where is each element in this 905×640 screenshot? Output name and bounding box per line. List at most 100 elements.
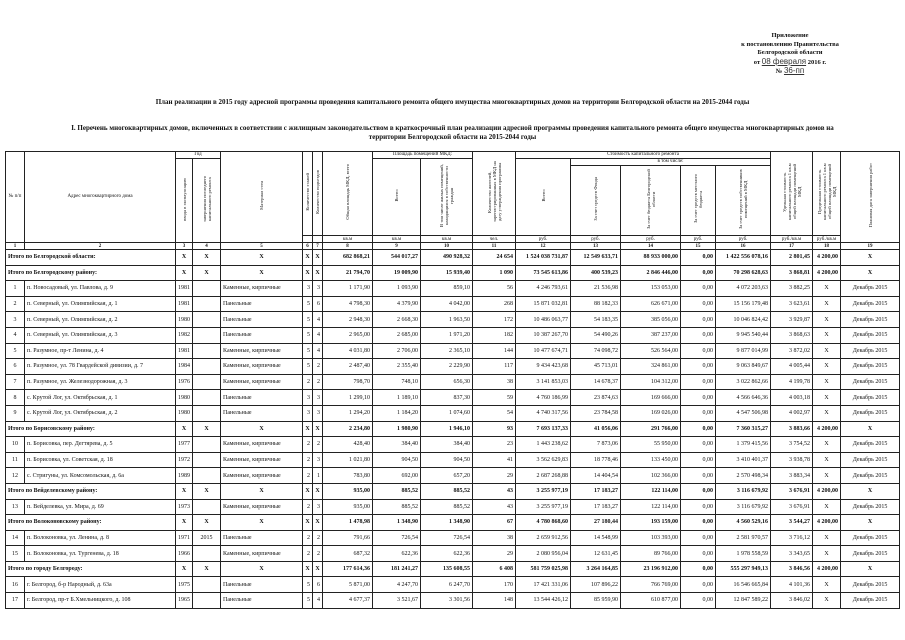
cell: 2 687 268,88 bbox=[515, 467, 572, 484]
cell: 4 760 186,99 bbox=[515, 389, 572, 406]
cell: 1 478,98 bbox=[322, 514, 374, 531]
cell: 0,00 bbox=[680, 420, 717, 438]
address-cell: п. Волоконовка, ул. Ленина, д. 8 bbox=[24, 529, 176, 547]
cell: 133 450,00 bbox=[620, 451, 682, 469]
cell: Декабрь 2015 bbox=[840, 280, 901, 297]
cell: 3 bbox=[302, 280, 314, 297]
column-number: 10 bbox=[420, 242, 474, 250]
cell: 0,00 bbox=[680, 295, 717, 313]
cell bbox=[191, 342, 222, 360]
cell: 10 486 063,77 bbox=[515, 311, 572, 328]
unit-cell: руб./кв.м bbox=[770, 235, 814, 243]
column-numbers-row: 1 2 3 4 5 6 7 8 9 10 11 12 13 14 15 16 17 18 19 bbox=[5, 242, 901, 250]
table-row: 11 п. Борисовка, ул. Советская, д. 18 1972… bbox=[5, 451, 901, 469]
cell: X bbox=[812, 358, 842, 375]
cell: 291 766,00 bbox=[620, 420, 682, 438]
unit-cell: руб. bbox=[620, 235, 682, 243]
cell: 4 200,00 bbox=[812, 482, 842, 500]
section-title: I. Перечень многоквартирных домов, включ… bbox=[71, 124, 834, 141]
address-cell: п. Разумное, ул. 78 Гвардейской дивизии,… bbox=[24, 358, 176, 375]
cell: 177 614,36 bbox=[322, 560, 374, 578]
cell: 73 545 613,86 bbox=[515, 264, 572, 282]
cell: 117 bbox=[472, 358, 517, 375]
cell: X bbox=[812, 498, 842, 516]
cell: 5 bbox=[302, 295, 314, 313]
column-number: 13 bbox=[570, 242, 622, 250]
cell: Каменные, кирпичные bbox=[220, 280, 304, 297]
cell: 3 868,63 bbox=[770, 326, 814, 344]
cell: 1 171,90 bbox=[322, 280, 374, 297]
cell: 0,00 bbox=[680, 514, 717, 531]
cell: 5 bbox=[302, 326, 314, 344]
header-address: Адрес многоквартирного дома bbox=[24, 151, 176, 243]
cell: 3 255 977,19 bbox=[515, 498, 572, 516]
cell: 0,00 bbox=[680, 389, 717, 406]
cell: 2 bbox=[302, 529, 314, 547]
total-label: Итого по Волоконовскому району: bbox=[5, 514, 176, 531]
cell: 1981 bbox=[175, 295, 193, 313]
cell: Декабрь 2015 bbox=[840, 311, 901, 328]
header-max-cost: Предельная стоимость капитального ремонт… bbox=[812, 151, 842, 236]
cell: 0,00 bbox=[680, 373, 717, 391]
cell: 181 241,27 bbox=[372, 560, 422, 578]
cell: X bbox=[840, 420, 901, 438]
cell: Каменные, кирпичные bbox=[220, 467, 304, 484]
cell: 3 116 679,92 bbox=[715, 482, 772, 500]
cell: 41 056,06 bbox=[570, 420, 622, 438]
address-cell: п. Борисовка, пер. Дегтярева, д. 5 bbox=[24, 436, 176, 453]
cell: Декабрь 2015 bbox=[840, 373, 901, 391]
cell bbox=[191, 436, 222, 453]
cell: X bbox=[191, 560, 222, 578]
total-row: Итого по Вейделевскому району: X X X X X 935,0… bbox=[5, 482, 901, 500]
header-wall: Материал стен bbox=[220, 151, 304, 243]
unit-cell: кв.м bbox=[420, 235, 474, 243]
table-row: 15 п. Волоконовка, ул. Тургенева, д. 18 19… bbox=[5, 545, 901, 562]
cell: X bbox=[840, 482, 901, 500]
cell: 2015 bbox=[191, 529, 222, 547]
appendix-block: Приложение к постановлению Правительства… bbox=[690, 32, 890, 77]
cell: 1 443 238,62 bbox=[515, 436, 572, 453]
cell: 4 560 529,16 bbox=[715, 514, 772, 531]
cell: 122 114,00 bbox=[620, 498, 682, 516]
cell bbox=[191, 373, 222, 391]
cell: Панельные bbox=[220, 404, 304, 422]
cell: 17 183,27 bbox=[570, 498, 622, 516]
cell: X bbox=[220, 420, 304, 438]
cell: X bbox=[812, 311, 842, 328]
header-entrances: Количество подъездов bbox=[312, 151, 324, 236]
cell: 1 093,90 bbox=[372, 280, 422, 297]
cell: 55 950,00 bbox=[620, 436, 682, 453]
cell: Каменные, кирпичные bbox=[220, 545, 304, 562]
column-number: 18 bbox=[812, 242, 842, 250]
cell: 1 021,80 bbox=[322, 451, 374, 469]
cell: 27 180,44 bbox=[570, 514, 622, 531]
cell: 1 524 038 731,87 bbox=[515, 249, 572, 266]
cell bbox=[191, 467, 222, 484]
cell: 2 bbox=[302, 451, 314, 469]
cell: 4 072 203,63 bbox=[715, 280, 772, 297]
cell: 4 200,00 bbox=[812, 514, 842, 531]
cell: X bbox=[812, 545, 842, 562]
cell bbox=[191, 404, 222, 422]
cell: 5 871,00 bbox=[322, 576, 374, 594]
cell: 3 301,56 bbox=[420, 592, 474, 609]
cell: 622,36 bbox=[372, 545, 422, 562]
cell: 85 959,90 bbox=[570, 592, 622, 609]
column-number: 3 bbox=[175, 242, 193, 250]
cell: 7 693 137,33 bbox=[515, 420, 572, 438]
cell: X bbox=[812, 529, 842, 547]
cell: 387 237,00 bbox=[620, 326, 682, 344]
cell bbox=[191, 311, 222, 328]
cell: 172 bbox=[472, 311, 517, 328]
cell: 4 101,36 bbox=[770, 576, 814, 594]
cell: X bbox=[812, 436, 842, 453]
cell: 1 980,90 bbox=[372, 420, 422, 438]
cell: 3 623,61 bbox=[770, 295, 814, 313]
total-row: Итого по городу Белгороду: X X X X X 177 614,3… bbox=[5, 560, 901, 578]
cell: 904,50 bbox=[420, 451, 474, 469]
cell: 193 159,00 bbox=[620, 514, 682, 531]
column-number: 12 bbox=[515, 242, 572, 250]
address-cell: п. Вейделевка, ул. Мира, д. 69 bbox=[24, 498, 176, 516]
cell: 2 bbox=[302, 436, 314, 453]
cell: 38 bbox=[472, 529, 517, 547]
